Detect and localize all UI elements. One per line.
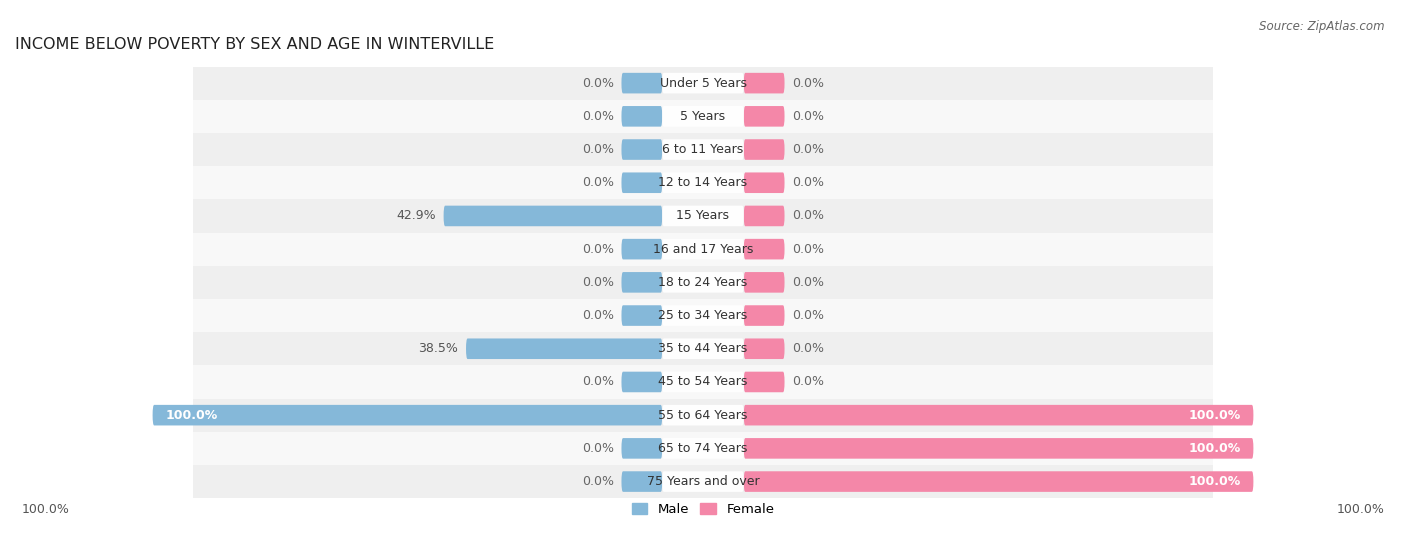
Text: 65 to 74 Years: 65 to 74 Years [658, 442, 748, 455]
FancyBboxPatch shape [153, 405, 662, 425]
Text: 0.0%: 0.0% [792, 209, 824, 223]
FancyBboxPatch shape [744, 305, 785, 326]
Legend: Male, Female: Male, Female [626, 498, 780, 521]
Text: INCOME BELOW POVERTY BY SEX AND AGE IN WINTERVILLE: INCOME BELOW POVERTY BY SEX AND AGE IN W… [15, 37, 495, 52]
Text: 0.0%: 0.0% [582, 309, 614, 322]
Bar [194, 266, 1212, 299]
Text: 0.0%: 0.0% [792, 342, 824, 355]
FancyBboxPatch shape [621, 305, 662, 326]
Text: 0.0%: 0.0% [582, 442, 614, 455]
Text: 5 Years: 5 Years [681, 110, 725, 123]
Text: Source: ZipAtlas.com: Source: ZipAtlas.com [1260, 20, 1385, 32]
FancyBboxPatch shape [744, 206, 785, 226]
FancyBboxPatch shape [621, 106, 662, 127]
FancyBboxPatch shape [621, 140, 662, 160]
Text: Under 5 Years: Under 5 Years [659, 76, 747, 90]
Bar [194, 332, 1212, 365]
FancyBboxPatch shape [662, 372, 744, 392]
Text: 0.0%: 0.0% [792, 110, 824, 123]
FancyBboxPatch shape [744, 272, 785, 292]
Bar [194, 465, 1212, 498]
FancyBboxPatch shape [744, 372, 785, 392]
Bar [194, 233, 1212, 266]
Text: 0.0%: 0.0% [792, 176, 824, 189]
FancyBboxPatch shape [621, 372, 662, 392]
Text: 35 to 44 Years: 35 to 44 Years [658, 342, 748, 355]
Text: 100.0%: 100.0% [1336, 503, 1384, 516]
Bar [194, 432, 1212, 465]
Text: 45 to 54 Years: 45 to 54 Years [658, 376, 748, 388]
Bar [194, 133, 1212, 166]
FancyBboxPatch shape [744, 472, 1253, 492]
Text: 0.0%: 0.0% [792, 309, 824, 322]
FancyBboxPatch shape [662, 438, 744, 459]
Text: 16 and 17 Years: 16 and 17 Years [652, 243, 754, 256]
FancyBboxPatch shape [662, 239, 744, 259]
FancyBboxPatch shape [621, 73, 662, 93]
FancyBboxPatch shape [744, 106, 785, 127]
FancyBboxPatch shape [744, 239, 785, 259]
Text: 0.0%: 0.0% [792, 276, 824, 289]
Text: 0.0%: 0.0% [792, 76, 824, 90]
Bar [194, 166, 1212, 199]
FancyBboxPatch shape [662, 73, 744, 93]
Text: 0.0%: 0.0% [792, 243, 824, 256]
Text: 100.0%: 100.0% [1188, 408, 1240, 422]
Text: 0.0%: 0.0% [582, 475, 614, 488]
FancyBboxPatch shape [444, 206, 662, 226]
FancyBboxPatch shape [662, 140, 744, 160]
FancyBboxPatch shape [744, 172, 785, 193]
Text: 55 to 64 Years: 55 to 64 Years [658, 408, 748, 422]
FancyBboxPatch shape [662, 405, 744, 425]
Bar [194, 66, 1212, 100]
Text: 100.0%: 100.0% [1188, 475, 1240, 488]
FancyBboxPatch shape [662, 106, 744, 127]
Text: 38.5%: 38.5% [419, 342, 458, 355]
FancyBboxPatch shape [744, 140, 785, 160]
Text: 15 Years: 15 Years [676, 209, 730, 223]
Text: 0.0%: 0.0% [582, 143, 614, 156]
FancyBboxPatch shape [662, 305, 744, 326]
FancyBboxPatch shape [662, 172, 744, 193]
Text: 100.0%: 100.0% [22, 503, 70, 516]
Bar [194, 199, 1212, 233]
FancyBboxPatch shape [621, 472, 662, 492]
Bar [194, 365, 1212, 398]
FancyBboxPatch shape [621, 239, 662, 259]
Bar [194, 299, 1212, 332]
Text: 0.0%: 0.0% [582, 176, 614, 189]
FancyBboxPatch shape [662, 206, 744, 226]
Text: 0.0%: 0.0% [582, 243, 614, 256]
Bar [194, 100, 1212, 133]
Text: 0.0%: 0.0% [582, 276, 614, 289]
FancyBboxPatch shape [744, 438, 1253, 459]
Text: 0.0%: 0.0% [792, 143, 824, 156]
Bar [194, 398, 1212, 432]
FancyBboxPatch shape [621, 272, 662, 292]
FancyBboxPatch shape [662, 339, 744, 359]
Text: 42.9%: 42.9% [396, 209, 436, 223]
Text: 100.0%: 100.0% [1188, 442, 1240, 455]
Text: 0.0%: 0.0% [792, 376, 824, 388]
FancyBboxPatch shape [744, 73, 785, 93]
Text: 75 Years and over: 75 Years and over [647, 475, 759, 488]
FancyBboxPatch shape [744, 339, 785, 359]
Text: 6 to 11 Years: 6 to 11 Years [662, 143, 744, 156]
Text: 12 to 14 Years: 12 to 14 Years [658, 176, 748, 189]
FancyBboxPatch shape [662, 472, 744, 492]
Text: 18 to 24 Years: 18 to 24 Years [658, 276, 748, 289]
FancyBboxPatch shape [465, 339, 662, 359]
Text: 100.0%: 100.0% [166, 408, 218, 422]
FancyBboxPatch shape [621, 438, 662, 459]
FancyBboxPatch shape [744, 405, 1253, 425]
FancyBboxPatch shape [621, 172, 662, 193]
Text: 0.0%: 0.0% [582, 376, 614, 388]
Text: 25 to 34 Years: 25 to 34 Years [658, 309, 748, 322]
Text: 0.0%: 0.0% [582, 110, 614, 123]
Text: 0.0%: 0.0% [582, 76, 614, 90]
FancyBboxPatch shape [662, 272, 744, 292]
